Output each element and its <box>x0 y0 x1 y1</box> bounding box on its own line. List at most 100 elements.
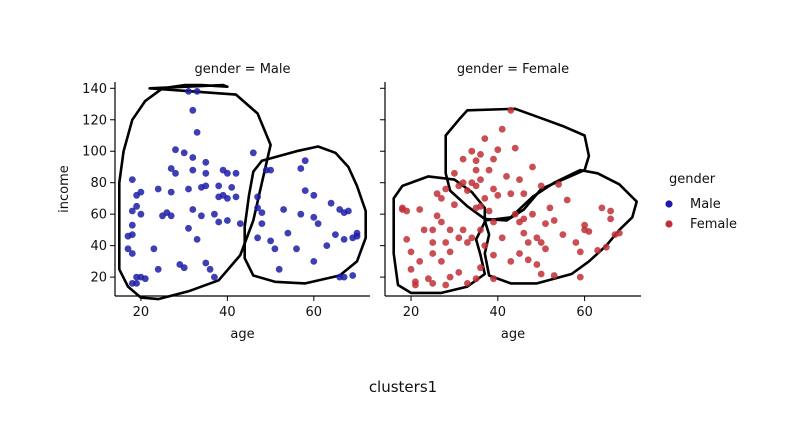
data-point <box>524 239 532 246</box>
legend-marker-male <box>665 200 673 208</box>
data-point <box>137 210 145 218</box>
data-point <box>481 135 489 143</box>
data-point <box>403 207 411 215</box>
data-point <box>494 191 502 199</box>
data-point <box>459 179 467 187</box>
data-point <box>340 273 348 281</box>
data-point <box>459 155 467 163</box>
data-point <box>576 273 584 281</box>
panel-male-y-axis: 20 40 60 80 100 120 140 <box>82 82 116 296</box>
data-point <box>490 218 497 226</box>
data-point <box>507 258 515 265</box>
y-tick-label: 60 <box>90 208 107 223</box>
data-point <box>459 226 467 234</box>
data-point <box>327 199 335 207</box>
y-axis-label: income <box>57 165 72 213</box>
data-point <box>520 190 528 198</box>
data-point <box>507 106 515 114</box>
data-point <box>267 237 274 245</box>
data-point <box>511 210 519 218</box>
cluster-outline <box>444 107 591 222</box>
x-tick-label: 60 <box>306 305 323 320</box>
data-point <box>494 146 502 154</box>
data-point <box>498 234 506 242</box>
data-point <box>468 234 476 242</box>
data-point <box>581 221 588 229</box>
data-point <box>314 220 322 228</box>
data-point <box>167 165 175 172</box>
data-point <box>529 163 536 171</box>
data-point <box>297 165 305 172</box>
data-point <box>258 209 266 217</box>
data-point <box>128 176 136 184</box>
data-point <box>228 184 236 191</box>
data-point <box>193 236 201 243</box>
legend-label-male: Male <box>690 197 721 212</box>
figure-caption: clusters1 <box>368 378 438 396</box>
data-point <box>537 182 545 190</box>
panel-male-x-axis: 20 40 60 <box>115 295 370 320</box>
data-point <box>520 215 528 223</box>
x-tick-label: 40 <box>219 305 236 320</box>
data-point <box>403 236 411 243</box>
data-point <box>198 212 205 220</box>
data-point <box>485 166 493 174</box>
panel-male-title: gender = Male <box>194 62 290 77</box>
data-point <box>442 185 450 193</box>
data-point <box>477 264 484 272</box>
data-point <box>576 248 584 256</box>
data-point <box>189 206 197 213</box>
data-point <box>280 206 287 213</box>
data-point <box>464 187 471 195</box>
data-point <box>211 210 218 218</box>
data-point <box>275 265 283 273</box>
data-point <box>172 146 179 154</box>
data-point <box>472 157 480 165</box>
data-point <box>267 166 274 174</box>
data-point <box>615 229 623 237</box>
data-point <box>271 245 279 253</box>
data-point <box>555 180 562 188</box>
data-point <box>533 261 541 268</box>
data-point <box>602 243 610 251</box>
panel-female-points <box>399 106 623 289</box>
data-point <box>412 281 419 289</box>
data-point <box>301 187 309 195</box>
data-point <box>193 129 201 136</box>
data-point <box>232 193 240 201</box>
data-point <box>420 226 428 234</box>
data-point <box>133 280 141 287</box>
panel-female: 20 40 60 gender = Female age <box>380 62 641 342</box>
data-point <box>202 182 210 190</box>
data-point <box>477 202 484 210</box>
data-point <box>249 149 257 157</box>
data-point <box>520 229 528 237</box>
x-tick-label: 20 <box>133 305 150 320</box>
y-tick-label: 120 <box>82 113 107 128</box>
panel-male-outlines <box>118 83 367 301</box>
data-point <box>189 154 197 161</box>
data-point <box>345 207 352 215</box>
data-point <box>429 250 437 257</box>
data-point <box>206 265 214 273</box>
data-point <box>446 273 454 281</box>
x-tick-label: 40 <box>490 305 507 320</box>
data-point <box>310 191 318 199</box>
panel-female-y-axis <box>380 82 386 296</box>
data-point <box>451 201 458 209</box>
data-point <box>455 269 463 276</box>
x-tick-label: 20 <box>403 305 420 320</box>
data-point <box>537 239 545 246</box>
y-tick-label: 20 <box>90 271 107 286</box>
panel-male: 20 40 60 20 40 60 80 100 120 140 gender = Male a… <box>57 62 370 342</box>
data-point <box>503 173 510 180</box>
data-point <box>180 149 188 157</box>
data-point <box>507 190 515 198</box>
data-point <box>425 275 432 283</box>
data-point <box>224 217 231 224</box>
data-point <box>416 206 424 213</box>
data-point <box>546 204 554 212</box>
data-point <box>559 231 567 239</box>
data-point <box>598 204 606 212</box>
